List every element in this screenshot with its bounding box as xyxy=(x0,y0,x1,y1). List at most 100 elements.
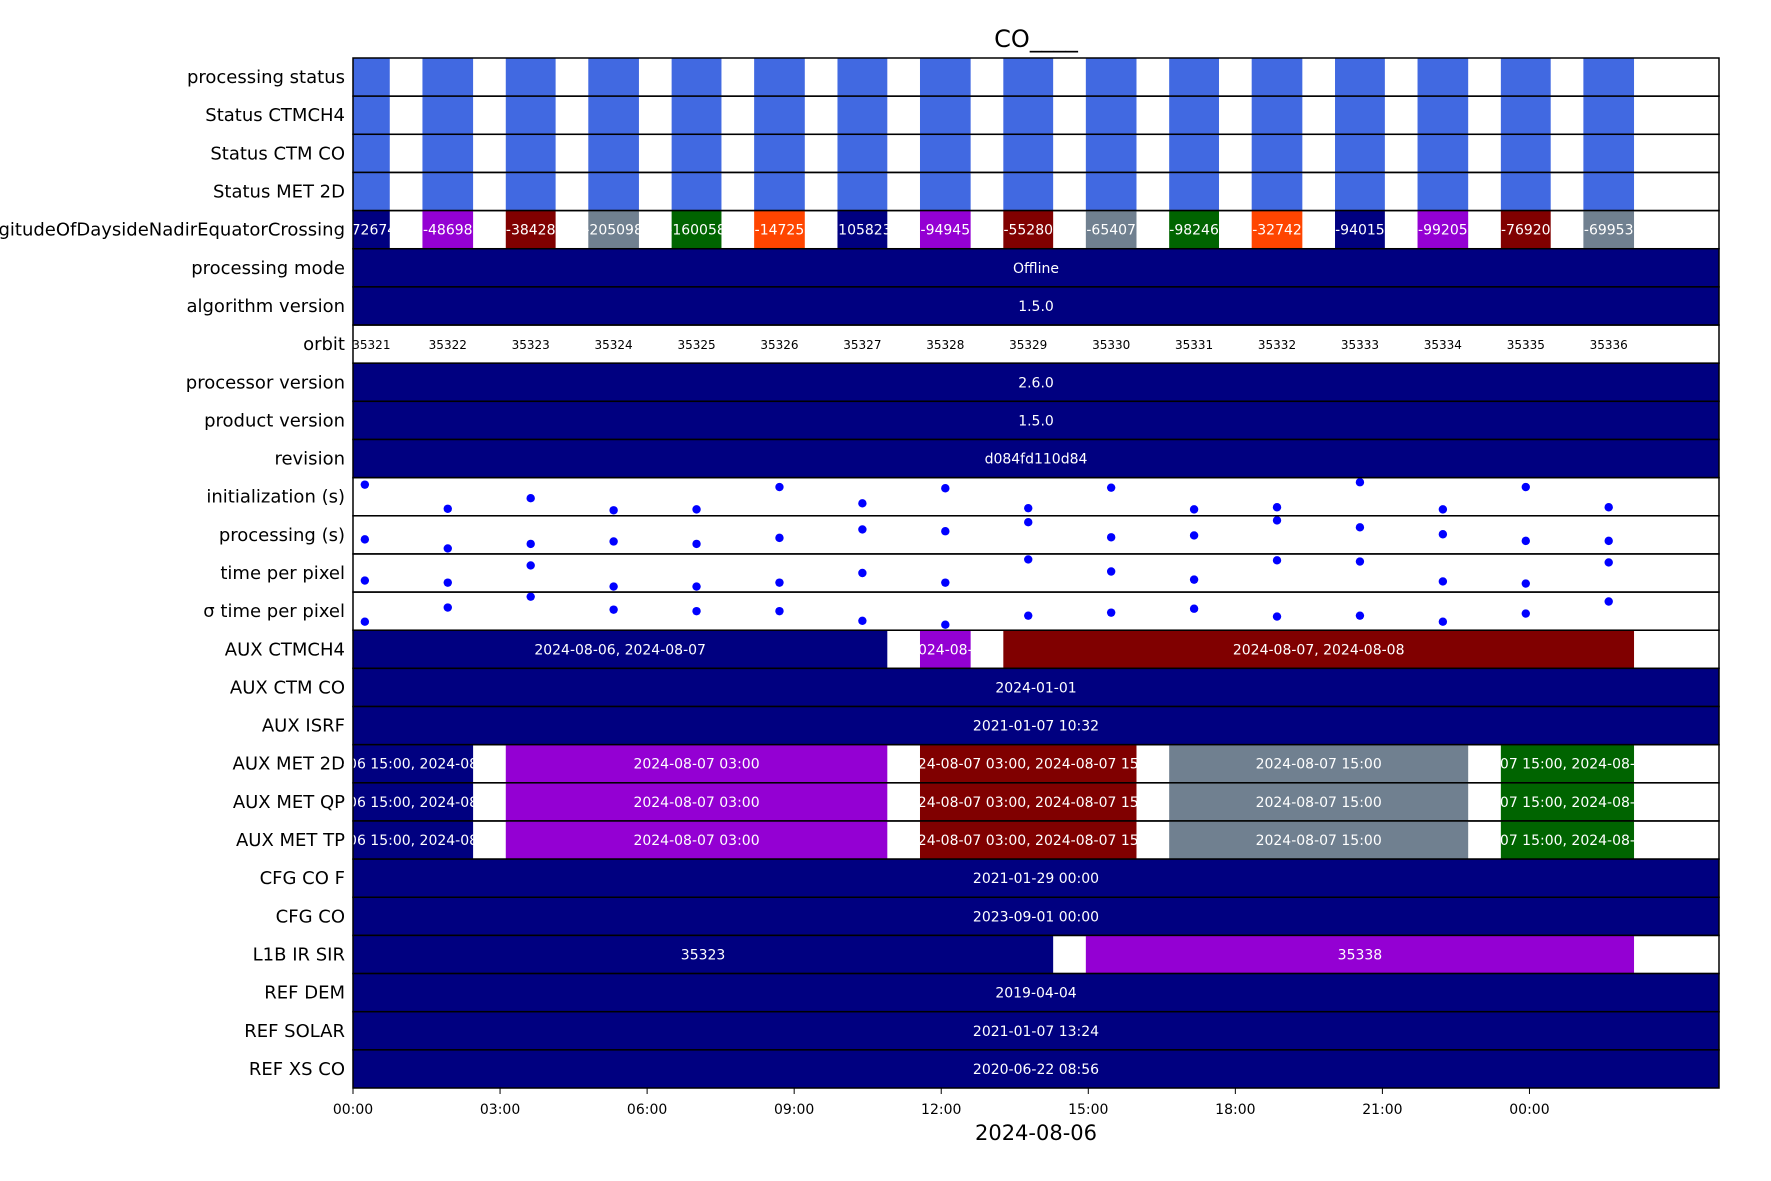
segment-bar xyxy=(919,630,971,669)
orbit-bar xyxy=(505,210,556,249)
orbit-bar xyxy=(919,96,971,135)
x-tick-label: 03:00 xyxy=(480,1102,520,1118)
orbit-bar xyxy=(588,58,639,97)
segment-bar xyxy=(353,935,1054,974)
scatter-point xyxy=(941,578,950,587)
row-20: AUX MET TP-06 15:00, 2024-08- 2024-08-07 … xyxy=(236,820,1720,860)
segment-label: 07 15:00, 2024-08- xyxy=(1500,795,1635,811)
row-label: ngitudeOfDaysideNadirEquatorCrossing xyxy=(0,220,345,241)
row-26: REF XS CO 2020-06-22 08:56 xyxy=(249,1049,1720,1089)
row-label: initialization (s) xyxy=(206,487,345,508)
orbit-bar xyxy=(1169,96,1220,135)
segment-bar xyxy=(919,744,1137,783)
orbit-bar xyxy=(353,172,390,211)
row-16: AUX CTM CO 2024-01-01 xyxy=(230,667,1720,708)
row-label: AUX MET TP xyxy=(236,830,345,851)
row-label: processing (s) xyxy=(219,525,345,546)
x-tick-label: 00:00 xyxy=(1509,1102,1549,1118)
row-2: Status CTM CO xyxy=(210,133,1720,174)
segment-label: 2019-04-04 xyxy=(995,986,1076,1002)
segment-bar xyxy=(1500,744,1635,783)
row-23: L1B IR SIR 35323 35338 xyxy=(253,934,1720,975)
orbit-bar xyxy=(1003,172,1054,211)
scatter-point xyxy=(360,617,370,626)
scatter-point xyxy=(1106,608,1116,617)
segment-bar xyxy=(353,706,1719,745)
x-axis-ticks: 00:00 03:00 06:00 09:00 12:00 15:00 18:00 21:00… xyxy=(333,1088,1550,1118)
row-label: AUX CTMCH4 xyxy=(225,639,345,660)
row-24: REF DEM 2019-04-04 xyxy=(264,972,1720,1013)
orbit-bar xyxy=(671,210,722,249)
orbit-bar xyxy=(353,210,390,249)
orbit-bar xyxy=(588,210,639,249)
row-label: REF SOLAR xyxy=(244,1021,345,1042)
orbit-bar-label: -14725 xyxy=(755,223,805,239)
segment-label: 1.5.0 xyxy=(1018,299,1054,315)
scatter-point xyxy=(941,527,950,536)
segment-label: 2021-01-07 13:24 xyxy=(973,1024,1099,1040)
orbit-bar-label: -205098 xyxy=(584,223,643,239)
orbit-bar-label: -32742 xyxy=(1252,223,1302,239)
timeline-bands: processing status Status CTMCH4 Status CTM… xyxy=(0,57,1720,1089)
orbit-bar xyxy=(671,96,722,135)
orbit-bar xyxy=(1417,96,1469,135)
row-frame xyxy=(352,476,1720,517)
orbit-bar xyxy=(837,96,888,135)
segment-bar xyxy=(1003,630,1635,669)
orbit-bar xyxy=(1169,172,1220,211)
segment-bar xyxy=(353,859,1719,898)
scatter-point xyxy=(1521,482,1530,492)
scatter-point xyxy=(692,505,701,514)
orbit-bar-label: -2726745 xyxy=(338,223,405,239)
orbit-number-label: 35332 xyxy=(1258,338,1296,352)
row-1: Status CTMCH4 xyxy=(205,95,1720,136)
orbit-bar xyxy=(1335,172,1385,211)
orbit-bar xyxy=(1169,210,1220,249)
row-18: AUX MET 2D-06 15:00, 2024-08- 2024-08-07 … xyxy=(233,743,1720,784)
row-label: REF DEM xyxy=(264,983,345,1004)
orbit-bar xyxy=(837,58,888,97)
orbit-bar xyxy=(1583,172,1635,211)
scatter-point xyxy=(1189,531,1199,540)
orbit-bar xyxy=(1335,134,1385,173)
orbit-bar xyxy=(1500,58,1551,97)
orbit-number-label: 35336 xyxy=(1590,338,1628,352)
orbit-bar-label: -160058 xyxy=(667,223,726,239)
scatter-point xyxy=(443,504,452,513)
scatter-point xyxy=(609,537,618,546)
row-10: revision d084fd110d84 xyxy=(274,438,1720,479)
orbit-number-label: 35327 xyxy=(843,338,881,352)
orbit-bar xyxy=(754,134,805,173)
segment-label: 2024-08-06, 2024-08-07 xyxy=(534,642,706,658)
row-frame xyxy=(352,515,1720,555)
scatter-point xyxy=(1189,575,1199,584)
scatter-point xyxy=(1521,609,1530,618)
orbit-bar-label: -65407 xyxy=(1086,223,1136,239)
row-25: REF SOLAR 2021-01-07 13:24 xyxy=(244,1010,1720,1051)
orbit-bar xyxy=(1335,58,1385,97)
orbit-bar xyxy=(1583,58,1635,97)
row-frame xyxy=(352,553,1720,593)
segment-label: 2.6.0 xyxy=(1018,375,1054,391)
segment-label: 35323 xyxy=(681,947,726,963)
scatter-point xyxy=(1024,503,1033,513)
row-frame xyxy=(352,591,1720,631)
scatter-point xyxy=(1355,478,1365,487)
scatter-point xyxy=(526,494,535,503)
orbit-bar-label: -99205 xyxy=(1418,223,1468,239)
segment-bar xyxy=(353,1049,1719,1088)
orbit-bar xyxy=(1583,210,1635,249)
orbit-bar xyxy=(1003,96,1054,135)
orbit-bar xyxy=(1085,58,1137,97)
orbit-bar xyxy=(1085,134,1137,173)
segment-bar xyxy=(353,248,1719,287)
segment-label: 2024-08-07 15:00 xyxy=(1256,795,1382,811)
segment-label: -06 15:00, 2024-08- xyxy=(343,833,483,849)
segment-label: Offline xyxy=(1013,261,1059,277)
segment-bar xyxy=(353,782,474,821)
orbit-bar xyxy=(1335,96,1385,135)
orbit-number-label: 35321 xyxy=(352,338,390,352)
segment-label: 07 15:00, 2024-08- xyxy=(1500,833,1635,849)
segment-label: 2023-09-01 00:00 xyxy=(973,909,1099,925)
